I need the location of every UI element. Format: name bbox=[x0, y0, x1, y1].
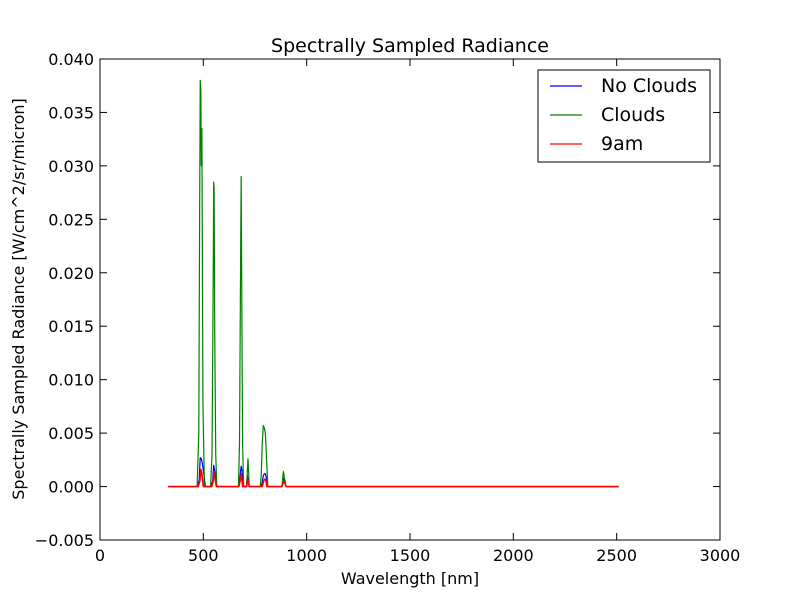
legend-label-clouds: Clouds bbox=[601, 104, 665, 126]
legend-label-9am: 9am bbox=[601, 133, 643, 155]
y-tick-label: 0.005 bbox=[48, 424, 94, 443]
x-tick-label: 3000 bbox=[700, 546, 741, 565]
x-tick-label: 0 bbox=[95, 546, 105, 565]
y-tick-label: −0.005 bbox=[35, 531, 94, 550]
y-tick-label: 0.025 bbox=[48, 210, 94, 229]
y-axis-label: Spectrally Sampled Radiance [W/cm^2/sr/m… bbox=[9, 98, 28, 499]
legend-label-no-clouds: No Clouds bbox=[601, 75, 697, 97]
y-tick-label: 0.035 bbox=[48, 103, 94, 122]
y-tick-label: 0.030 bbox=[48, 157, 94, 176]
legend: No Clouds Clouds 9am bbox=[537, 69, 711, 163]
x-axis-label: Wavelength [nm] bbox=[341, 569, 479, 588]
legend-box bbox=[537, 69, 711, 163]
series-line-9am bbox=[168, 468, 619, 488]
y-tick-label: 0.000 bbox=[48, 478, 94, 497]
y-tick-label: 0.020 bbox=[48, 264, 94, 283]
y-tick-label: 0.010 bbox=[48, 371, 94, 390]
y-tick-label: 0.015 bbox=[48, 317, 94, 336]
chart-title: Spectrally Sampled Radiance bbox=[271, 35, 549, 57]
series-line-clouds bbox=[168, 79, 619, 488]
x-tick-label: 1000 bbox=[286, 546, 327, 565]
x-tick-label: 2000 bbox=[493, 546, 534, 565]
x-tick-label: 2500 bbox=[596, 546, 637, 565]
series-layer bbox=[168, 79, 619, 488]
y-tick-label: 0.040 bbox=[48, 50, 94, 69]
x-tick-label: 500 bbox=[188, 546, 219, 565]
x-tick-label: 1500 bbox=[390, 546, 431, 565]
ticks-layer: 0 500 1000 1500 2000 2500 3000 −0.005 0.000 0.005… bbox=[35, 50, 741, 565]
